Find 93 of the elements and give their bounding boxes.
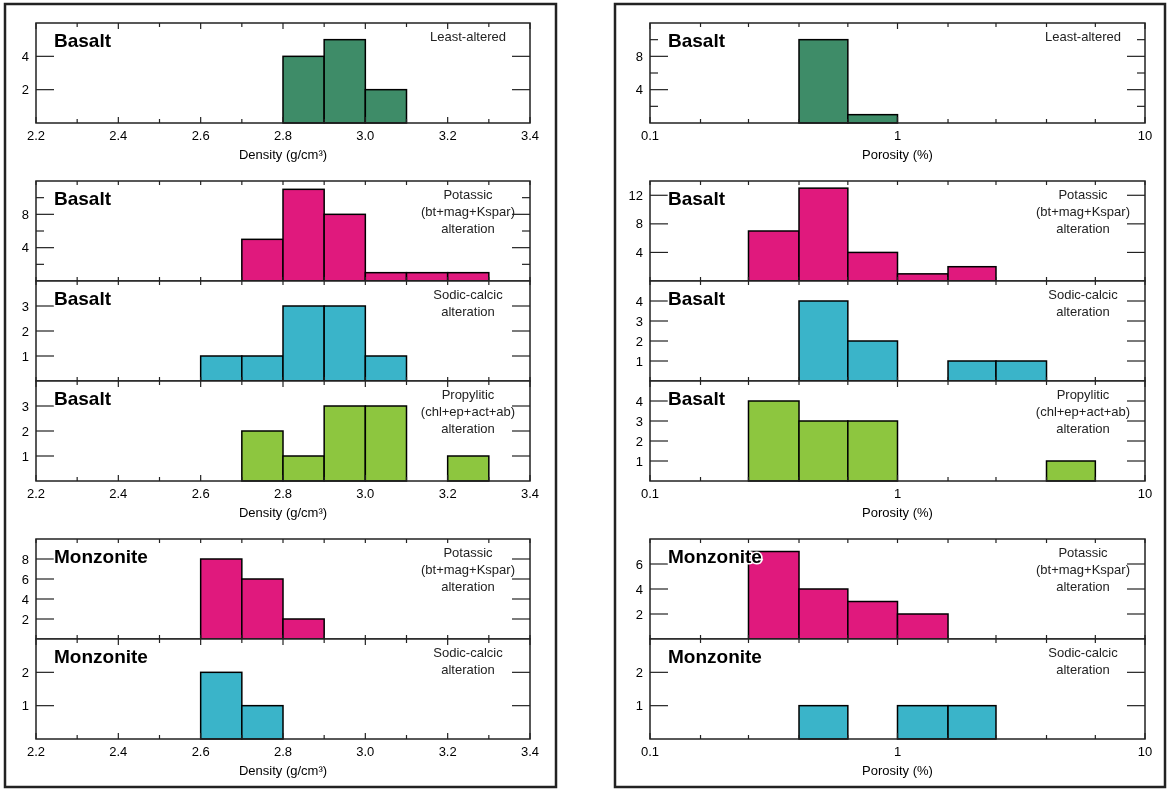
annotation: Propylitic (chl+ep+act+ab) alteration	[1035, 387, 1131, 436]
y-tick-label: 8	[635, 216, 643, 232]
y-tick-label: 3	[21, 298, 29, 314]
chart-title: Basalt	[54, 388, 112, 409]
x-tick-label: 2.8	[273, 744, 293, 759]
y-tick-label: 2	[21, 323, 29, 339]
x-tick-label: 1	[893, 486, 902, 501]
chart-title: Monzonite	[54, 646, 148, 667]
y-tick-label: 6	[635, 556, 643, 572]
x-tick-label: 2.8	[273, 128, 293, 143]
x-tick-label: 3.2	[438, 128, 457, 143]
x-axis-title: Porosity (%)	[862, 147, 933, 162]
x-tick-label: 3.4	[520, 744, 540, 759]
annotation: Least-altered	[430, 29, 506, 44]
x-tick-label: 2.8	[273, 486, 293, 501]
x-tick-label: 2.4	[109, 744, 128, 759]
y-tick-label: 3	[21, 398, 29, 414]
x-tick-label: 1	[893, 128, 902, 143]
x-axis-title: Density (g/cm³)	[238, 505, 328, 520]
chart-title: Monzonite	[54, 546, 148, 567]
annotation: Sodic-calcic alteration	[433, 645, 504, 677]
x-tick-label: 2.6	[191, 128, 210, 143]
x-tick-label: 3.4	[520, 486, 540, 501]
y-tick-label: 2	[21, 423, 29, 439]
y-tick-label: 4	[635, 581, 643, 597]
y-tick-label: 4	[21, 591, 29, 607]
annotation: Potassic (bt+mag+Kspar) alteration	[1036, 187, 1130, 236]
y-tick-label: 2	[635, 333, 643, 349]
x-tick-label: 2.6	[191, 486, 210, 501]
y-tick-label: 4	[21, 48, 29, 64]
y-tick-label: 12	[628, 187, 643, 203]
x-tick-label: 2.4	[109, 128, 128, 143]
x-tick-label: 1	[893, 744, 902, 759]
x-tick-label: 0.1	[640, 744, 660, 759]
y-tick-label: 3	[635, 313, 643, 329]
annotation: Sodic-calcic alteration	[433, 287, 504, 319]
y-tick-label: 1	[21, 448, 29, 464]
y-tick-label: 2	[635, 606, 643, 622]
annotation: Sodic-calcic alteration	[1048, 287, 1119, 319]
y-tick-label: 1	[635, 453, 643, 469]
y-tick-label: 1	[635, 353, 643, 369]
x-tick-label: 3.0	[356, 486, 375, 501]
x-tick-label: 0.1	[640, 486, 660, 501]
y-tick-label: 1	[21, 348, 29, 364]
x-tick-label: 0.1	[640, 128, 660, 143]
y-tick-label: 4	[21, 240, 29, 256]
y-tick-label: 1	[21, 698, 29, 714]
y-tick-label: 4	[635, 244, 643, 260]
annotation: Potassic (bt+mag+Kspar) alteration	[421, 187, 515, 236]
x-tick-label: 2.2	[26, 128, 46, 143]
y-tick-label: 2	[21, 82, 29, 98]
x-tick-label: 2.4	[109, 486, 128, 501]
chart-title: Basalt	[54, 288, 112, 309]
y-tick-label: 4	[635, 293, 643, 309]
chart-title: Basalt	[668, 188, 726, 209]
chart-title: Monzonite	[668, 646, 762, 667]
x-tick-label: 3.2	[438, 744, 457, 759]
y-tick-label: 8	[21, 551, 29, 567]
y-tick-label: 2	[21, 664, 29, 680]
x-tick-label: 2.6	[191, 744, 210, 759]
y-tick-label: 6	[21, 571, 29, 587]
chart-title: Basalt	[668, 30, 726, 51]
chart-title: Basalt	[54, 30, 112, 51]
x-tick-label: 10	[1137, 128, 1153, 143]
chart-title: Basalt	[668, 288, 726, 309]
y-tick-label: 2	[635, 433, 643, 449]
x-tick-label: 3.4	[520, 128, 540, 143]
annotation: Potassic (bt+mag+Kspar) alteration	[1036, 545, 1130, 594]
x-axis-title: Porosity (%)	[862, 505, 933, 520]
x-tick-label: 2.2	[26, 486, 46, 501]
annotation: Sodic-calcic alteration	[1048, 645, 1119, 677]
y-tick-label: 4	[635, 393, 643, 409]
y-tick-label: 1	[635, 698, 643, 714]
chart-title: Basalt	[54, 188, 112, 209]
y-tick-label: 8	[21, 206, 29, 222]
annotation: Potassic (bt+mag+Kspar) alteration	[421, 545, 515, 594]
annotation: Least-altered	[1045, 29, 1121, 44]
x-tick-label: 10	[1137, 744, 1153, 759]
x-tick-label: 10	[1137, 486, 1153, 501]
x-tick-label: 2.2	[26, 744, 46, 759]
x-axis-title: Porosity (%)	[862, 763, 933, 778]
y-tick-label: 8	[635, 48, 643, 64]
chart-title: Basalt	[668, 388, 726, 409]
y-tick-label: 2	[635, 664, 643, 680]
annotation: Propylitic (chl+ep+act+ab) alteration	[420, 387, 516, 436]
y-tick-label: 3	[635, 413, 643, 429]
x-axis-title: Density (g/cm³)	[238, 763, 328, 778]
y-tick-label: 4	[635, 82, 643, 98]
x-axis-title: Density (g/cm³)	[238, 147, 328, 162]
y-tick-label: 2	[21, 611, 29, 627]
x-tick-label: 3.0	[356, 128, 375, 143]
x-tick-label: 3.2	[438, 486, 457, 501]
x-tick-label: 3.0	[356, 744, 375, 759]
